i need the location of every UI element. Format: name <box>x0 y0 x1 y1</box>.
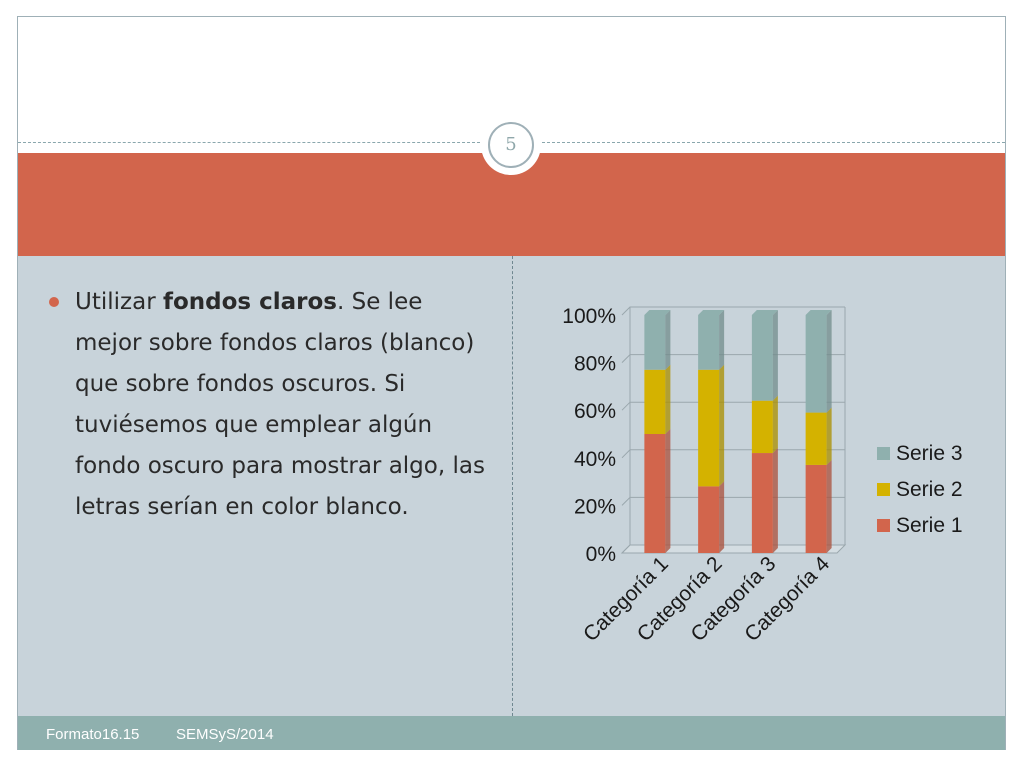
y-tick-label: 40% <box>574 448 616 471</box>
bar-side <box>719 364 725 487</box>
footer-org-label: SEMSyS/2014 <box>176 726 274 743</box>
bar-side <box>665 310 671 370</box>
bar-side-shade <box>665 364 671 434</box>
bar-side-shade <box>665 310 671 370</box>
footer-format-label: Formato16.15 <box>46 726 140 743</box>
legend-swatch <box>877 519 890 532</box>
bar-side <box>826 310 832 413</box>
bar-segment <box>644 315 666 370</box>
header-dash-line-right <box>542 142 1005 143</box>
bar-side-shade <box>719 481 725 553</box>
page-number-badge: 5 <box>481 115 541 175</box>
bar-side-shade <box>772 395 778 454</box>
y-tick-label: 80% <box>574 353 616 376</box>
bullet-text-rest: . Se lee mejor sobre fondos claros (blan… <box>75 289 485 520</box>
page-number-ring <box>488 122 534 168</box>
gridline <box>621 306 845 316</box>
legend-label: Serie 3 <box>896 442 963 465</box>
legend-swatch <box>877 483 890 496</box>
bar-top <box>698 310 725 315</box>
bar-segment <box>644 369 666 434</box>
bar-top <box>644 310 671 315</box>
bar-side-shade <box>826 459 832 553</box>
bar-side <box>772 448 778 553</box>
bar-top <box>805 310 832 315</box>
content-area <box>18 256 1005 716</box>
bar-segment <box>805 464 827 553</box>
bar-segment <box>698 486 720 553</box>
bar-side-shade <box>772 310 778 401</box>
bullet-text-bold: fondos claros <box>162 289 337 315</box>
bar-segment <box>698 315 720 370</box>
bar-side <box>665 364 671 434</box>
page-number: 5 <box>505 134 517 155</box>
y-tick-label: 100% <box>562 305 616 328</box>
bar-side <box>772 310 778 401</box>
legend-label: Serie 2 <box>896 478 963 501</box>
bar-side <box>665 429 671 553</box>
bar-side-shade <box>665 429 671 553</box>
bar-segment <box>751 453 773 553</box>
bar-segment <box>751 315 773 401</box>
bar-segment <box>805 412 827 465</box>
bar-side <box>719 310 725 370</box>
bar-side-shade <box>719 310 725 370</box>
bar-side <box>826 407 832 465</box>
bullet-dot <box>49 297 59 307</box>
y-tick-label: 20% <box>574 495 616 518</box>
bar-side-shade <box>772 448 778 553</box>
column-divider <box>512 256 513 716</box>
bar-segment <box>751 400 773 454</box>
bar-side-shade <box>719 364 725 487</box>
legend-label: Serie 1 <box>896 514 963 537</box>
bar-side <box>719 481 725 553</box>
y-tick-label: 60% <box>574 400 616 423</box>
bar-segment <box>698 369 720 487</box>
bar-top <box>751 310 778 315</box>
legend-swatch <box>877 447 890 460</box>
footer: Formato16.15 SEMSyS/2014 <box>18 716 1005 750</box>
bar-side-shade <box>826 407 832 465</box>
bar-side <box>772 395 778 454</box>
bullet-text: Utilizar fondos claros. Se lee mejor sob… <box>75 282 495 528</box>
y-tick-label: 0% <box>586 543 616 566</box>
bullet-text-lead: Utilizar <box>75 289 163 315</box>
header-dash-line-left <box>18 142 480 143</box>
bar-segment <box>644 434 666 553</box>
bar-side <box>826 459 832 553</box>
bar-segment <box>805 315 827 413</box>
bar-side-shade <box>826 310 832 413</box>
